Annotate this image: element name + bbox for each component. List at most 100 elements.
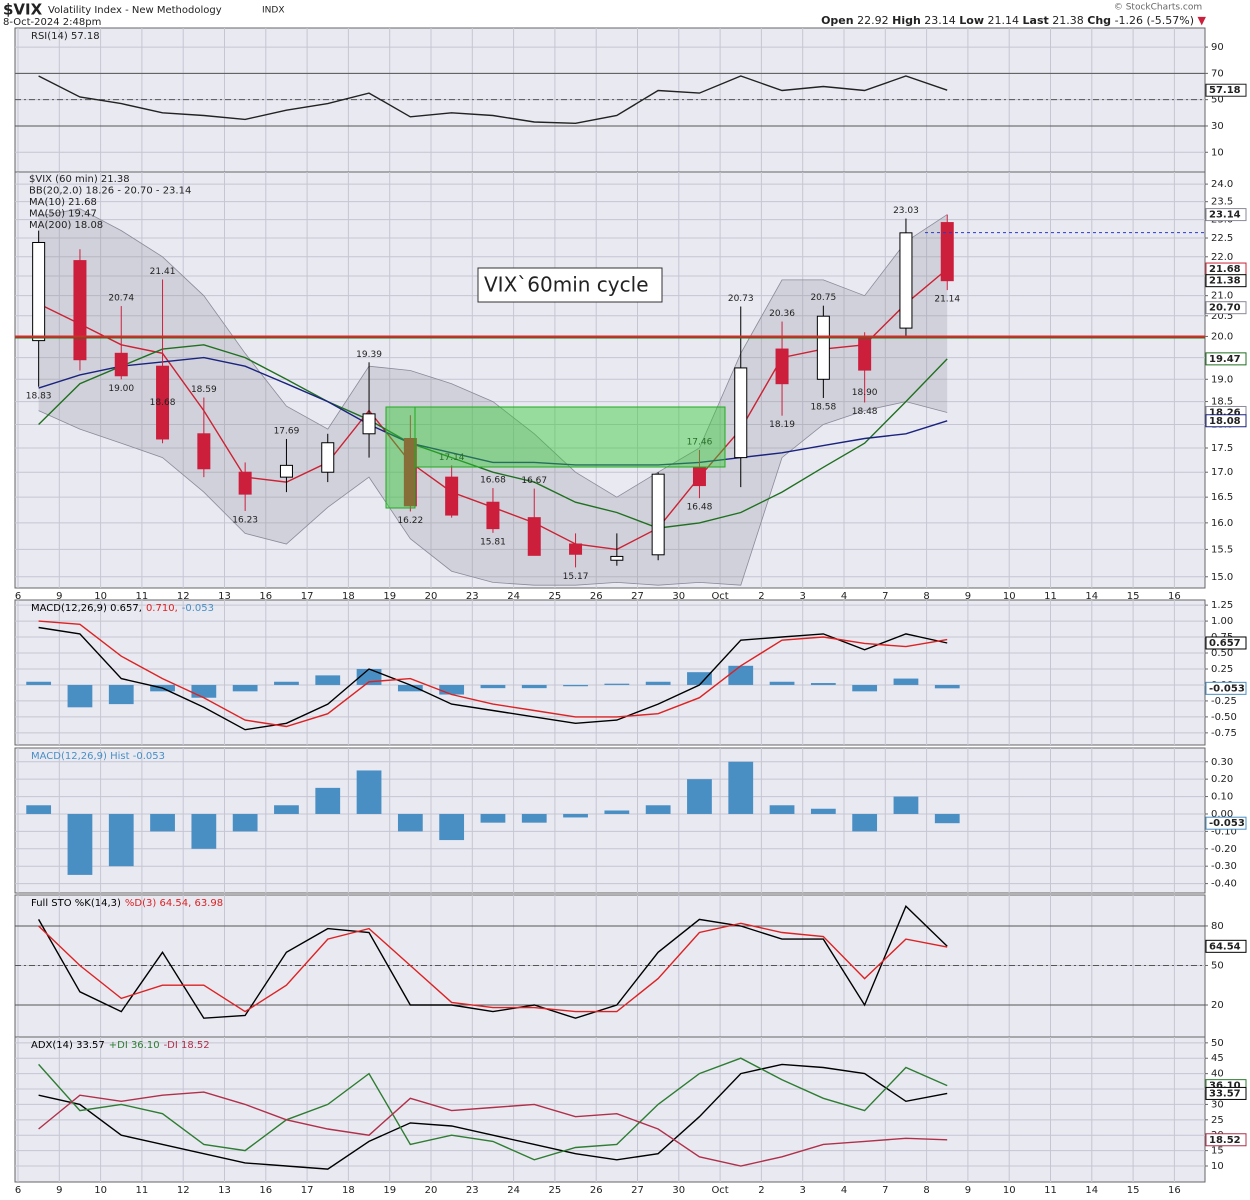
x-tick-label: 16 <box>1168 591 1181 602</box>
histogram-bar <box>810 808 836 814</box>
x-tick-label: 26 <box>590 591 603 602</box>
y-tick-label: 70 <box>1211 68 1224 79</box>
x-tick-label: 27 <box>631 591 644 602</box>
x-tick-label: 23 <box>466 591 479 602</box>
y-tick-label: 0.30 <box>1211 757 1233 768</box>
y-tick-label: 22.5 <box>1211 233 1233 244</box>
histogram-bar <box>934 684 960 689</box>
legend-entry: MA(200) 18.08 <box>29 220 103 231</box>
value-badge <box>1205 208 1247 222</box>
quote-label: Chg <box>1087 14 1111 27</box>
x-tick-label: 9 <box>965 1185 971 1196</box>
candle-body <box>610 555 624 561</box>
x-tick-label: 27 <box>631 1185 644 1196</box>
histogram-bar <box>563 813 588 818</box>
series-line <box>38 1057 948 1161</box>
x-tick-label: 25 <box>549 591 562 602</box>
candle-body <box>156 365 170 440</box>
x-tick-label: 7 <box>882 591 888 602</box>
value-badge-label: -0.053 <box>1209 818 1245 829</box>
moving-average <box>38 356 948 466</box>
y-tick-label: 90 <box>1211 42 1224 53</box>
y-tick-label: 24.0 <box>1211 179 1233 190</box>
series-line <box>38 626 948 731</box>
x-tick-label: 10 <box>1003 591 1016 602</box>
legend-entry: MA(50) 19.47 <box>29 209 97 220</box>
histogram-bar <box>893 796 919 814</box>
histogram-bar <box>232 813 258 832</box>
series-line <box>37 904 948 1019</box>
value-badge-label: 33.57 <box>1209 1088 1241 1099</box>
series-line <box>38 1091 948 1167</box>
y-tick-label: -0.40 <box>1211 879 1237 890</box>
histogram-bar <box>108 684 134 705</box>
y-tick-label: -0.50 <box>1211 712 1237 723</box>
x-tick-label: 24 <box>507 591 520 602</box>
histogram-bar <box>769 681 795 685</box>
histogram-bar <box>397 813 423 832</box>
candle-body <box>569 543 583 555</box>
histogram-bar <box>852 813 878 832</box>
price-annotation: 17.69 <box>274 426 300 436</box>
candle-body <box>734 367 748 459</box>
panel-background <box>14 599 1206 746</box>
y-tick-label: 20.0 <box>1211 331 1233 342</box>
candle-body <box>775 348 789 385</box>
legend-entry: BB(20,2.0) 18.26 - 20.70 - 23.14 <box>29 186 191 197</box>
x-tick-label: 19 <box>383 1185 396 1196</box>
candle-body <box>73 260 87 361</box>
y-tick-label: 19.0 <box>1211 374 1233 385</box>
x-tick-label: 16 <box>259 591 272 602</box>
y-tick-label: 50 <box>1211 960 1224 971</box>
exchange: INDX <box>262 6 284 16</box>
x-tick-label: 13 <box>218 1185 231 1196</box>
quote-value: 22.92 <box>857 14 889 27</box>
y-tick-label: 30 <box>1211 121 1224 132</box>
x-tick-label: 10 <box>94 1185 107 1196</box>
x-tick-label: 11 <box>136 1185 149 1196</box>
legend-entry: $VIX (60 min) 21.38 <box>29 174 130 185</box>
histogram-bar <box>274 805 299 814</box>
y-tick-label: 0.25 <box>1211 664 1233 675</box>
price-annotation: 18.58 <box>810 402 836 412</box>
y-tick-label: -0.20 <box>1211 844 1237 855</box>
candle-body <box>279 464 293 478</box>
price-annotation: 20.75 <box>810 293 836 303</box>
y-tick-label: 22.0 <box>1211 252 1233 263</box>
x-tick-label: 11 <box>136 591 149 602</box>
symbol: $VIX <box>3 1 43 19</box>
price-annotation: 21.14 <box>934 295 960 305</box>
highlight-box <box>385 406 416 509</box>
value-badge-label: 36.10 <box>1209 1081 1241 1092</box>
y-tick-label: 23.5 <box>1211 197 1233 208</box>
price-annotation: 16.48 <box>687 503 713 513</box>
value-badge-label: 18.52 <box>1209 1135 1241 1146</box>
candle-body <box>816 315 830 380</box>
histogram-bar <box>191 813 217 849</box>
price-annotation: 15.17 <box>563 572 589 582</box>
legend: MACD(12,26,9) Hist -0.053 <box>31 751 165 762</box>
x-tick-label: 18 <box>342 591 355 602</box>
y-tick-label: -0.10 <box>1211 826 1237 837</box>
candle-body <box>445 476 459 516</box>
histogram-bar <box>315 675 341 685</box>
x-tick-label: 30 <box>672 591 685 602</box>
histogram-bar <box>356 770 382 814</box>
security-name: Volatility Index - New Methodology <box>48 5 222 16</box>
x-tick-label: 16 <box>259 1185 272 1196</box>
x-tick-label: 14 <box>1085 591 1098 602</box>
y-tick-label: -0.25 <box>1211 696 1237 707</box>
y-tick-label: 0.00 <box>1211 809 1233 820</box>
y-tick-label: 18.5 <box>1211 397 1233 408</box>
y-tick-label: 1.25 <box>1211 600 1233 611</box>
value-badge <box>1205 1133 1247 1147</box>
candle-body <box>486 501 500 530</box>
x-tick-label: 30 <box>672 1185 685 1196</box>
series-line <box>38 922 948 1013</box>
y-tick-label: 16.5 <box>1211 492 1233 503</box>
legend-entry: +DI 36.10 <box>109 1040 160 1051</box>
y-tick-label: 15.5 <box>1211 544 1233 555</box>
y-tick-label: 20 <box>1211 1000 1224 1011</box>
x-tick-label: Oct <box>711 1185 728 1196</box>
histogram-bar <box>604 810 630 814</box>
